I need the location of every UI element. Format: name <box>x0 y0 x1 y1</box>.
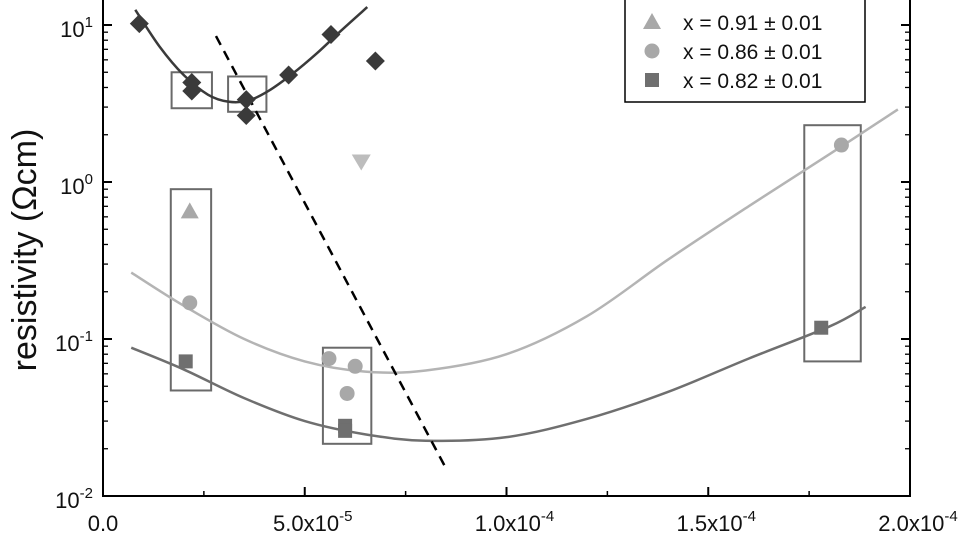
data-points <box>129 14 849 438</box>
legend-label: x = 0.91 ± 0.01 <box>683 12 822 35</box>
y-tick-label: 100 <box>60 171 93 199</box>
y-tick-label: 101 <box>60 14 93 42</box>
circle-point <box>321 351 337 367</box>
circle-point <box>339 385 355 401</box>
diamond-point <box>182 81 202 101</box>
square-point <box>814 320 829 335</box>
x-tick-label: 0.0 <box>88 511 119 536</box>
fit-curve-1 <box>130 108 899 374</box>
y-axis-label: resistivity (Ωcm) <box>6 129 44 372</box>
x-tick-labels: 0.0 5.0x10-5 1.0x10-4 1.5x10-4 2.0x10-4 <box>88 508 958 536</box>
group-box <box>169 188 213 392</box>
legend-label: x = 0.86 ± 0.01 <box>683 41 822 64</box>
fit-curve-0 <box>134 6 369 104</box>
diamond-point <box>321 24 341 44</box>
axis-ticks <box>102 24 911 497</box>
circle-point <box>833 137 849 153</box>
circle-point <box>182 295 198 311</box>
x-tick-label: 1.5x10-4 <box>677 508 756 536</box>
y-tick-labels: 10-2 10-1 100 101 <box>55 14 93 513</box>
fit-curve-2 <box>130 305 867 443</box>
circle-point <box>347 358 363 374</box>
y-tick-label: 10-2 <box>55 485 93 513</box>
group-box <box>321 346 373 445</box>
diamond-point <box>365 51 385 71</box>
group-box <box>170 71 213 110</box>
diamond-point <box>236 90 256 110</box>
y-tick-label: 10-1 <box>55 328 93 356</box>
legend-box <box>624 0 866 103</box>
x-tick-label: 5.0x10-5 <box>273 508 352 536</box>
group-box <box>803 124 862 363</box>
triangle-up-point <box>180 202 199 219</box>
x-tick-label: 2.0x10-4 <box>878 508 957 536</box>
square-point <box>338 423 353 438</box>
x-tick-label: 1.0x10-4 <box>475 508 554 536</box>
diamond-point <box>129 14 149 34</box>
fit-curves <box>130 6 899 469</box>
legend-circle-marker <box>644 43 660 59</box>
legend-label: x = 0.82 ± 0.01 <box>683 70 822 93</box>
triangle-down-point <box>351 154 371 171</box>
grouping-boxes <box>169 71 862 445</box>
dashed-guide-line <box>214 35 448 469</box>
legend: x = 0.91 ± 0.01 x = 0.86 ± 0.01 x = 0.82 ±… <box>624 0 866 103</box>
legend-square-marker <box>645 73 659 87</box>
diamond-point <box>279 65 299 85</box>
diamond-point <box>236 106 256 126</box>
legend-triangle-up-marker <box>643 13 661 29</box>
square-point <box>178 354 193 369</box>
